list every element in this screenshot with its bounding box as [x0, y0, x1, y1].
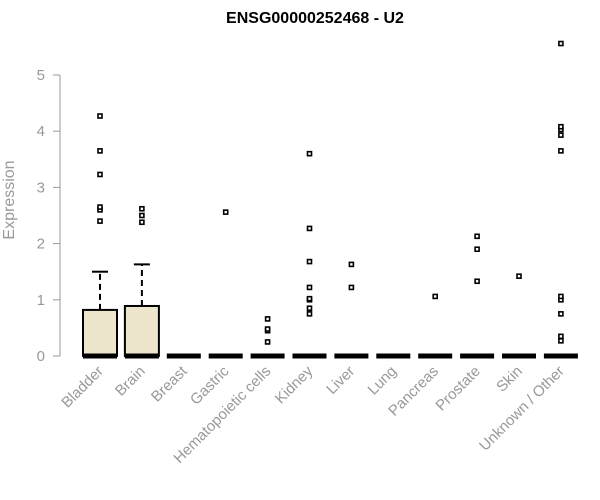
outlier-point [264, 316, 271, 322]
outlier-point [348, 284, 355, 291]
x-tick-label: Liver [323, 363, 358, 398]
box-body [82, 308, 118, 357]
y-tick-label: 1 [37, 292, 45, 309]
box-series [82, 40, 578, 359]
chart-title: ENSG00000252468 - U2 [226, 10, 404, 27]
outlier-point [306, 295, 313, 302]
outlier-point [558, 40, 564, 47]
y-tick-label: 5 [37, 67, 45, 84]
outlier-point [139, 205, 145, 212]
outlier-point [516, 273, 522, 279]
outlier-point [474, 246, 480, 253]
outlier-point [306, 284, 313, 291]
box-kidney [292, 150, 327, 359]
outlier-point [97, 218, 103, 224]
outlier-point [264, 326, 271, 332]
outlier-point [306, 311, 313, 317]
box-body [123, 304, 160, 357]
box-bladder [82, 113, 118, 359]
box-pancreas [418, 293, 453, 359]
box-gastric [208, 209, 243, 359]
outlier-point [558, 333, 564, 340]
outlier-point [306, 225, 313, 232]
outlier-point [97, 148, 103, 154]
outlier-point [558, 338, 564, 344]
y-axis: 0 1 2 3 4 5 [37, 67, 61, 365]
y-tick-label: 0 [37, 348, 45, 365]
outlier-point [474, 278, 480, 285]
outlier-point [474, 233, 480, 240]
outlier-point [348, 261, 355, 268]
outlier-point [432, 293, 439, 300]
box-unknown-other [543, 40, 578, 359]
y-tick-label: 3 [37, 179, 45, 196]
outlier-point [97, 113, 103, 119]
box-brain [123, 205, 160, 359]
outlier-point [558, 148, 564, 154]
box-liver [334, 261, 369, 359]
outlier-point [306, 258, 313, 265]
outlier-point [558, 293, 564, 300]
outlier-point [264, 339, 271, 345]
outlier-point [97, 204, 103, 210]
outlier-point [558, 132, 564, 138]
box-skin [502, 273, 536, 359]
outlier-point [139, 219, 145, 226]
outlier-point [97, 171, 103, 178]
y-tick-label: 2 [37, 236, 45, 253]
x-tick-label: Kidney [272, 362, 317, 407]
outlier-point [306, 305, 313, 312]
x-tick-label: Bladder [58, 363, 107, 412]
outlier-point [558, 123, 564, 130]
outlier-point [139, 212, 145, 219]
x-tick-label: Brain [112, 363, 149, 400]
x-tick-label: Breast [148, 362, 191, 405]
y-tick-label: 4 [37, 123, 45, 140]
box-hematopoietic-cells [250, 316, 285, 359]
x-tick-label: Skin [493, 363, 526, 396]
outlier-point [558, 311, 564, 317]
x-tick-label: Prostate [432, 363, 484, 415]
y-axis-label: Expression [1, 160, 18, 239]
x-tick-label: Lung [365, 363, 401, 399]
box-prostate [460, 233, 495, 359]
outlier-point [222, 209, 229, 215]
outlier-point [306, 150, 313, 157]
